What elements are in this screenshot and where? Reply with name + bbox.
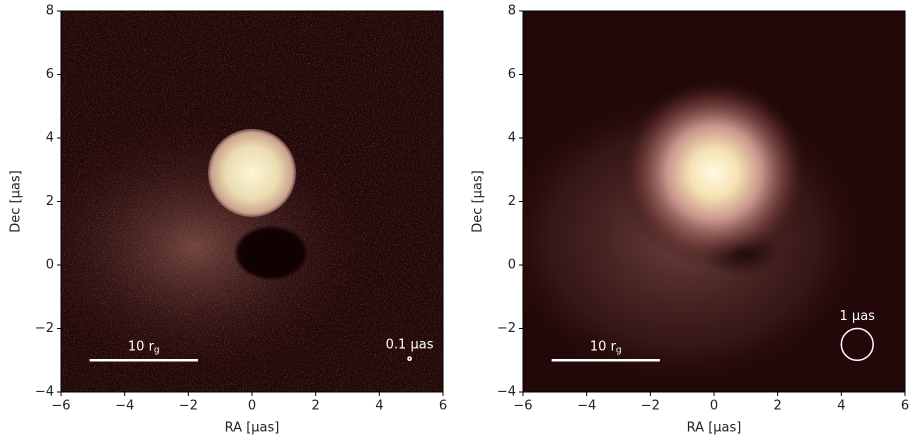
y-tick-label: 4: [46, 131, 54, 146]
beam: [840, 327, 874, 362]
y-axis-label: Dec [μas]: [9, 170, 24, 232]
y-tick-label: 2: [508, 194, 516, 209]
x-tick-label: 2: [774, 399, 782, 414]
x-tick-label: −4: [577, 399, 596, 414]
y-tick-label: −4: [35, 385, 54, 400]
x-tick-label: −2: [641, 399, 660, 414]
y-tick-label: 4: [508, 131, 516, 146]
x-tick-label: −4: [115, 399, 134, 414]
beam-label: 0.1 μas: [386, 338, 434, 353]
x-tick-label: 6: [901, 399, 909, 414]
x-tick-label: −6: [51, 399, 70, 414]
y-tick-label: −2: [497, 321, 516, 336]
image: [523, 11, 905, 392]
x-tick-label: 2: [312, 399, 320, 414]
scale-subscript: g: [154, 345, 160, 355]
ring: [619, 77, 809, 268]
beam-label: 1 μas: [840, 309, 876, 324]
x-tick-label: 0: [248, 399, 256, 414]
y-tick-label: −4: [497, 385, 516, 400]
shadow: [233, 224, 310, 281]
y-axis-label: Dec [μas]: [471, 170, 486, 232]
y-tick-label: 6: [508, 67, 516, 82]
image: [61, 11, 443, 392]
scale-text: 10 r: [128, 339, 155, 354]
y-tick-label: 0: [46, 258, 54, 273]
y-tick-label: −2: [35, 321, 54, 336]
x-tick-label: −6: [513, 399, 532, 414]
y-tick-label: 6: [46, 67, 54, 82]
scale-label: 10 rg: [128, 339, 160, 355]
x-tick-label: 0: [710, 399, 718, 414]
ring: [208, 128, 296, 217]
x-axis-label: RA [μas]: [687, 421, 742, 436]
x-tick-label: 6: [439, 399, 447, 414]
scale-subscript: g: [616, 345, 622, 355]
beam: [407, 356, 412, 362]
y-tick-label: 2: [46, 194, 54, 209]
scale-text: 10 r: [590, 339, 617, 354]
x-tick-label: −2: [179, 399, 198, 414]
y-tick-label: 0: [508, 258, 516, 273]
x-tick-label: 4: [375, 399, 383, 414]
x-axis-label: RA [μas]: [225, 421, 280, 436]
scale-label: 10 rg: [590, 339, 622, 355]
y-tick-label: 8: [508, 4, 516, 19]
x-tick-label: 4: [837, 399, 845, 414]
y-tick-label: 8: [46, 4, 54, 19]
